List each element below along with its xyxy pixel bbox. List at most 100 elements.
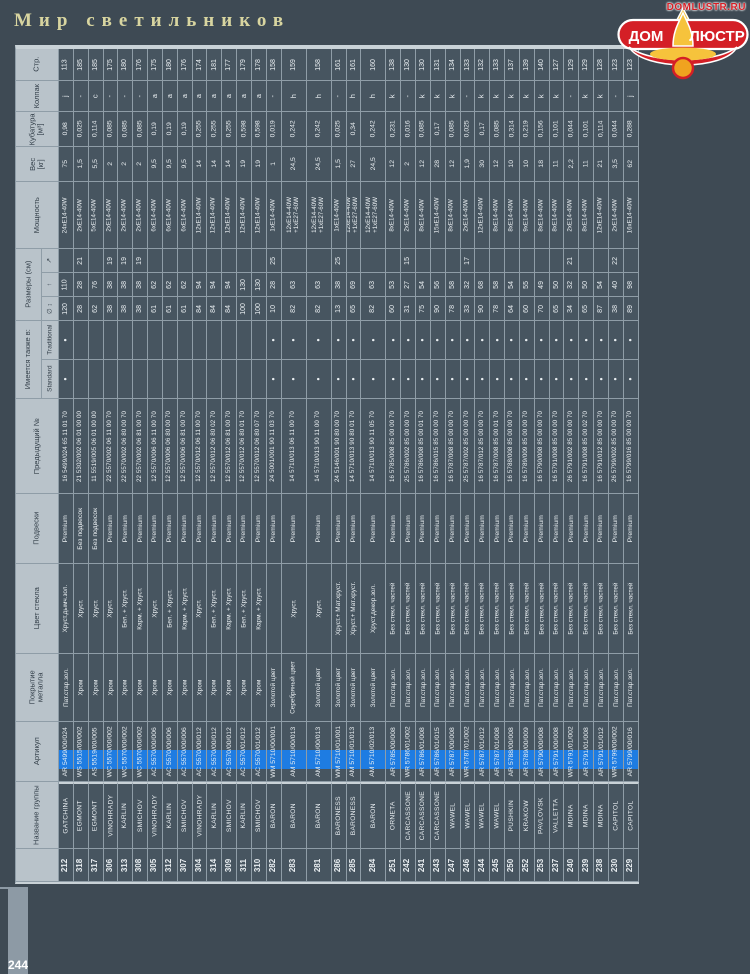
cell-shade: a [162, 81, 178, 112]
cell-article: AR 5789/00/009 [519, 722, 535, 782]
cell-page_ref: 132 [475, 49, 491, 81]
cell-dim_height: 62 [148, 273, 163, 297]
cell-weight_kg: 21 [594, 147, 609, 182]
cell-dim_height: 54 [505, 273, 520, 297]
cell-volume_m3: 0,17 [475, 112, 491, 147]
cell-name: BARON [281, 782, 307, 849]
cell-volume_m3: 0,019 [266, 112, 282, 147]
cell-pendants: Premium [148, 494, 163, 564]
cell-metal: Хром [192, 654, 208, 722]
cell-pendants: Premium [416, 494, 431, 564]
cell-dim_depth: 15 [401, 249, 417, 273]
cell-name: KARLIN [207, 782, 223, 849]
cell-article: AR 5790/00/008 [534, 722, 550, 782]
cell-shade: a [251, 81, 267, 112]
cell-power: 8xE14-40W [579, 182, 595, 249]
cell-pendants: Premium [505, 494, 520, 564]
cell-volume_m3: 0,255 [222, 112, 238, 147]
cell-metal: Хром [222, 654, 238, 722]
cell-article: AR 5787/00/008 [445, 722, 461, 782]
row-label-pendants: Подвески [16, 494, 59, 564]
cell-power: 16xE14-40W [623, 182, 639, 249]
cell-index_no: 240 [564, 849, 580, 882]
cell-article: AR 5788/00/008 [505, 722, 520, 782]
cell-dim_depth [594, 249, 609, 273]
cell-power: 6xE14-40W [148, 182, 163, 249]
cell-power: 15xE14-40W [430, 182, 446, 249]
cell-page_ref: 175 [148, 49, 163, 81]
cell-article: WR 5799/00/002 [609, 722, 624, 782]
cell-article: AC 5570/00/006 [148, 722, 163, 782]
cell-article: WM 5710/00/001 [266, 722, 282, 782]
logo-bowl-glow [650, 47, 716, 61]
cell-prev_no: 24 5146/001 90 80 00 70 [331, 399, 347, 494]
cell-pendants: Premium [222, 494, 238, 564]
cell-shade: a [148, 81, 163, 112]
cell-dim_diameter: 70 [534, 297, 550, 321]
logo-bulb-icon [671, 56, 695, 80]
cell-prev_no: 22 5570/002 06 81 00 70 [133, 399, 149, 494]
cell-metal: Хром [162, 654, 178, 722]
cell-prev_no: 12 5570/012 06 81 00 70 [222, 399, 238, 494]
cell-volume_m3: 0,114 [88, 112, 104, 147]
cell-pendants: Premium [306, 494, 332, 564]
cell-dim_diameter: 84 [192, 297, 208, 321]
cell-glass: Без стекл. частей [416, 564, 431, 654]
cell-dim_diameter: 120 [59, 297, 74, 321]
cell-pendants: Premium [579, 494, 595, 564]
cell-glass: Карм. + Хруст. [251, 564, 267, 654]
cell-shade: - [401, 81, 417, 112]
cell-weight_kg: 12 [490, 147, 506, 182]
cell-volume_m3: 0,19 [148, 112, 163, 147]
cell-glass: Без стекл. частей [549, 564, 565, 654]
cell-name: BARONESS [346, 782, 362, 849]
cell-index_no: 250 [505, 849, 520, 882]
cell-power: 12xE14-40W [192, 182, 208, 249]
cell-glass: Хруст. [192, 564, 208, 654]
cell-dim_depth [386, 249, 402, 273]
cell-shade: a [237, 81, 252, 112]
cell-index_no: 305 [148, 849, 163, 882]
cell-standard: • [361, 360, 387, 399]
cell-prev_no: 16 5791/012 85 00 00 70 [594, 399, 609, 494]
cell-dim_height: 38 [103, 273, 119, 297]
cell-dim_diameter: 84 [207, 297, 223, 321]
cell-index_no: 243 [430, 849, 446, 882]
cell-metal: Золотой цвет [331, 654, 347, 722]
cell-dim_height: 38 [133, 273, 149, 297]
cell-dim_diameter: 100 [237, 297, 252, 321]
cell-name: MDINA [594, 782, 609, 849]
cell-glass: Без стекл. частей [579, 564, 595, 654]
cell-name: SMICHOV [222, 782, 238, 849]
cell-shade: - [609, 81, 624, 112]
cell-article: AR 5791/00/008 [549, 722, 565, 782]
cell-metal: Хром [88, 654, 104, 722]
cell-prev_no: 14 5710/013 90 80 01 70 [346, 399, 362, 494]
cell-name: PAVLOVSK [534, 782, 550, 849]
cell-pendants: Premium [177, 494, 193, 564]
cell-name: KRAKOW [519, 782, 535, 849]
cell-power: 2xE14-40W [133, 182, 149, 249]
cell-page_ref: 130 [416, 49, 431, 81]
cell-dim_depth [177, 249, 193, 273]
cell-power: 24xE14-40W [59, 182, 74, 249]
cell-traditional: • [401, 321, 417, 360]
cell-dim_diameter: 89 [623, 297, 639, 321]
cell-standard [103, 360, 119, 399]
cell-standard [148, 360, 163, 399]
cell-glass: Без стекл. частей [386, 564, 402, 654]
cell-glass: Хруст. [88, 564, 104, 654]
cell-name: CARCASSONE [416, 782, 431, 849]
cell-traditional: • [266, 321, 282, 360]
cell-page_ref: 129 [564, 49, 580, 81]
cell-metal: Пат.стар.зол. [579, 654, 595, 722]
cell-article: AR 5787/01/012 [475, 722, 491, 782]
cell-standard: • [534, 360, 550, 399]
cell-power: 8xE14-40W [386, 182, 402, 249]
cell-metal: Пат.стар.зол. [430, 654, 446, 722]
cell-weight_kg: 9,5 [148, 147, 163, 182]
cell-standard: • [281, 360, 307, 399]
cell-dim_depth: 25 [266, 249, 282, 273]
cell-pendants: Premium [281, 494, 307, 564]
cell-dim_diameter: 64 [505, 297, 520, 321]
